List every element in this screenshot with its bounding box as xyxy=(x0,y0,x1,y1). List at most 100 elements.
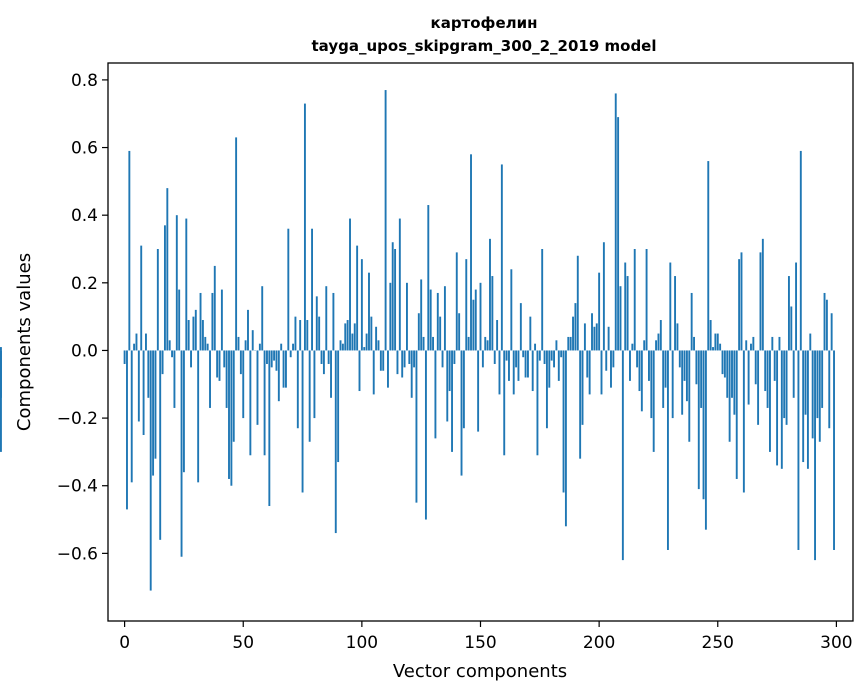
bar xyxy=(152,350,155,476)
bar xyxy=(742,350,745,493)
bar xyxy=(574,303,577,351)
bar xyxy=(745,340,748,351)
bar xyxy=(740,252,743,351)
bar xyxy=(593,326,596,351)
bar xyxy=(379,350,382,371)
bar xyxy=(588,350,591,395)
bar xyxy=(285,350,287,388)
bar xyxy=(239,350,242,375)
bar xyxy=(273,350,276,361)
bar xyxy=(408,350,411,364)
bar xyxy=(192,316,195,351)
bar xyxy=(137,350,140,422)
bar xyxy=(318,316,321,351)
bar xyxy=(512,350,515,395)
bar xyxy=(602,242,605,351)
bar xyxy=(303,103,306,351)
bar xyxy=(664,350,667,388)
bar xyxy=(550,350,553,361)
bar xyxy=(799,150,802,351)
bar xyxy=(548,350,551,388)
bar xyxy=(545,350,548,429)
bar xyxy=(218,350,221,381)
bar xyxy=(197,350,200,483)
y-tick-label: −0.6 xyxy=(57,544,98,564)
x-tick-label: 150 xyxy=(464,633,496,653)
bar xyxy=(809,333,812,351)
bar xyxy=(531,350,534,392)
bar xyxy=(723,350,726,378)
bar xyxy=(472,299,475,351)
bar xyxy=(453,350,456,364)
bar xyxy=(349,218,351,351)
bar xyxy=(690,292,693,351)
bar xyxy=(557,350,560,381)
bar xyxy=(519,303,522,351)
bar xyxy=(564,350,567,527)
bar xyxy=(764,350,767,392)
bar xyxy=(579,350,582,459)
bar xyxy=(738,259,741,351)
bar xyxy=(377,340,380,351)
y-tick-label: −0.4 xyxy=(57,477,98,497)
bar xyxy=(707,161,710,351)
bar xyxy=(142,350,145,435)
bar xyxy=(572,316,574,351)
bar xyxy=(534,343,537,351)
bar xyxy=(149,350,152,591)
bar xyxy=(555,340,558,351)
bar xyxy=(733,350,736,415)
bar xyxy=(678,350,681,368)
bar xyxy=(498,350,501,395)
bar xyxy=(683,350,686,381)
y-tick-label: −0.2 xyxy=(57,409,98,429)
bar xyxy=(308,350,311,442)
bar xyxy=(712,347,714,351)
bar xyxy=(439,316,442,351)
bar xyxy=(823,292,826,351)
bar xyxy=(220,289,223,351)
bar xyxy=(486,340,489,351)
bar xyxy=(598,272,601,351)
y-tick-label: 0.2 xyxy=(71,274,98,294)
bar xyxy=(292,343,295,351)
bar xyxy=(491,276,494,351)
bar xyxy=(704,350,707,530)
bar xyxy=(484,336,487,351)
bar xyxy=(166,188,169,351)
bar xyxy=(536,350,539,456)
bar xyxy=(462,350,465,429)
bar xyxy=(346,320,349,351)
bar xyxy=(235,137,238,351)
bar xyxy=(607,326,610,351)
bar xyxy=(287,228,290,351)
bar xyxy=(508,350,510,381)
bar xyxy=(0,350,2,452)
bar xyxy=(187,320,190,351)
bar xyxy=(182,350,185,473)
bar xyxy=(517,350,520,381)
bar xyxy=(401,350,404,378)
bar xyxy=(420,279,423,351)
bar xyxy=(479,282,482,351)
bar xyxy=(591,313,593,351)
bar xyxy=(344,323,347,351)
bar xyxy=(619,286,622,351)
bar xyxy=(792,350,795,398)
bar xyxy=(621,350,624,561)
bar xyxy=(332,292,335,351)
bar xyxy=(296,350,299,429)
bar xyxy=(783,350,786,419)
bar xyxy=(674,276,677,351)
bar xyxy=(209,350,211,408)
y-tick-label: 0.4 xyxy=(71,206,98,226)
bar xyxy=(370,316,373,351)
bar xyxy=(778,336,781,351)
bar xyxy=(130,350,133,483)
bar xyxy=(441,350,444,368)
bar xyxy=(417,313,420,351)
y-tick-label: 0.8 xyxy=(71,71,98,91)
bar xyxy=(804,350,807,415)
bar xyxy=(493,350,496,364)
bar xyxy=(154,350,157,459)
